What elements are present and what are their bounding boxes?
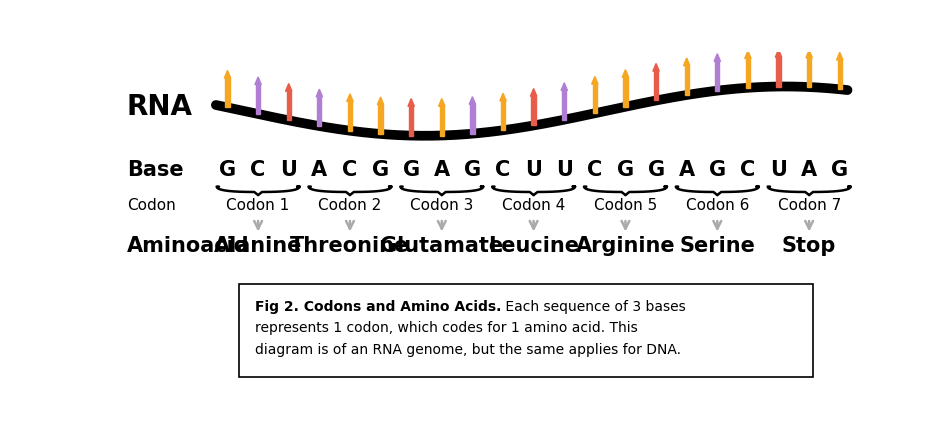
Text: G: G [831,160,848,181]
Text: Stop: Stop [782,236,836,256]
Polygon shape [439,98,445,106]
Text: G: G [464,160,481,181]
Polygon shape [225,70,230,78]
Text: A: A [801,160,817,181]
Text: C: C [250,160,266,181]
Polygon shape [591,76,598,84]
Text: Base: Base [127,160,184,181]
Polygon shape [255,77,261,85]
Bar [379,105,383,134]
Text: U: U [770,160,787,181]
Text: G: G [647,160,664,181]
Bar [501,101,506,130]
Bar [684,66,689,95]
Bar [593,84,597,113]
Polygon shape [837,52,843,60]
Text: Codon 6: Codon 6 [685,198,749,213]
Polygon shape [744,51,751,58]
Bar [745,58,750,88]
Text: Codon 7: Codon 7 [778,198,841,213]
Text: RNA: RNA [127,93,192,121]
Text: Codon 3: Codon 3 [410,198,473,213]
Bar [654,71,658,100]
Text: diagram is of an RNA genome, but the same applies for DNA.: diagram is of an RNA genome, but the sam… [254,343,681,357]
Text: C: C [741,160,756,181]
Text: A: A [679,160,695,181]
Text: U: U [280,160,297,181]
Text: A: A [311,160,327,181]
Bar [715,61,720,91]
Bar [347,102,352,131]
Polygon shape [316,89,323,97]
Text: Threonine: Threonine [290,236,409,256]
Text: Each sequence of 3 bases: Each sequence of 3 bases [501,300,685,314]
Polygon shape [684,58,690,66]
Text: Serine: Serine [680,236,755,256]
Polygon shape [408,98,414,106]
Text: Codon 4: Codon 4 [502,198,565,213]
Polygon shape [377,97,384,105]
Bar [777,57,781,86]
Polygon shape [623,70,628,77]
Text: Aminoacid: Aminoacid [127,236,249,256]
Text: Codon 1: Codon 1 [227,198,289,213]
Polygon shape [806,50,812,58]
Text: Codon 2: Codon 2 [318,198,382,213]
Text: Codon: Codon [127,198,175,213]
Polygon shape [347,94,353,102]
Text: Codon 5: Codon 5 [594,198,657,213]
Text: Alanine: Alanine [214,236,303,256]
Bar [807,58,811,87]
Text: Fig 2. Codons and Amino Acids.: Fig 2. Codons and Amino Acids. [254,300,501,314]
Bar [287,91,291,121]
Text: Glutamate: Glutamate [380,236,504,256]
Text: represents 1 codon, which codes for 1 amino acid. This: represents 1 codon, which codes for 1 am… [254,321,638,335]
Text: C: C [587,160,603,181]
Polygon shape [653,64,660,71]
Polygon shape [500,93,506,101]
Text: U: U [556,160,573,181]
Bar [256,85,260,114]
Text: G: G [617,160,634,181]
Bar [624,77,627,107]
Text: G: G [708,160,725,181]
Bar [409,106,413,136]
Text: Arginine: Arginine [576,236,675,256]
Bar [470,105,474,133]
Bar [838,60,842,89]
Bar [226,78,229,108]
Text: Leucine: Leucine [488,236,579,256]
Bar [440,106,444,136]
Text: A: A [434,160,450,181]
Polygon shape [286,83,292,91]
Bar [562,90,566,120]
Text: G: G [372,160,389,181]
Polygon shape [775,50,782,57]
Text: G: G [403,160,420,181]
Bar [317,97,322,126]
Text: C: C [495,160,510,181]
Text: C: C [343,160,358,181]
Text: G: G [219,160,236,181]
Polygon shape [561,83,567,90]
Bar [531,96,536,125]
Polygon shape [530,89,537,96]
Polygon shape [714,54,721,61]
Text: U: U [526,160,542,181]
Polygon shape [469,97,476,105]
Bar [239,284,813,377]
